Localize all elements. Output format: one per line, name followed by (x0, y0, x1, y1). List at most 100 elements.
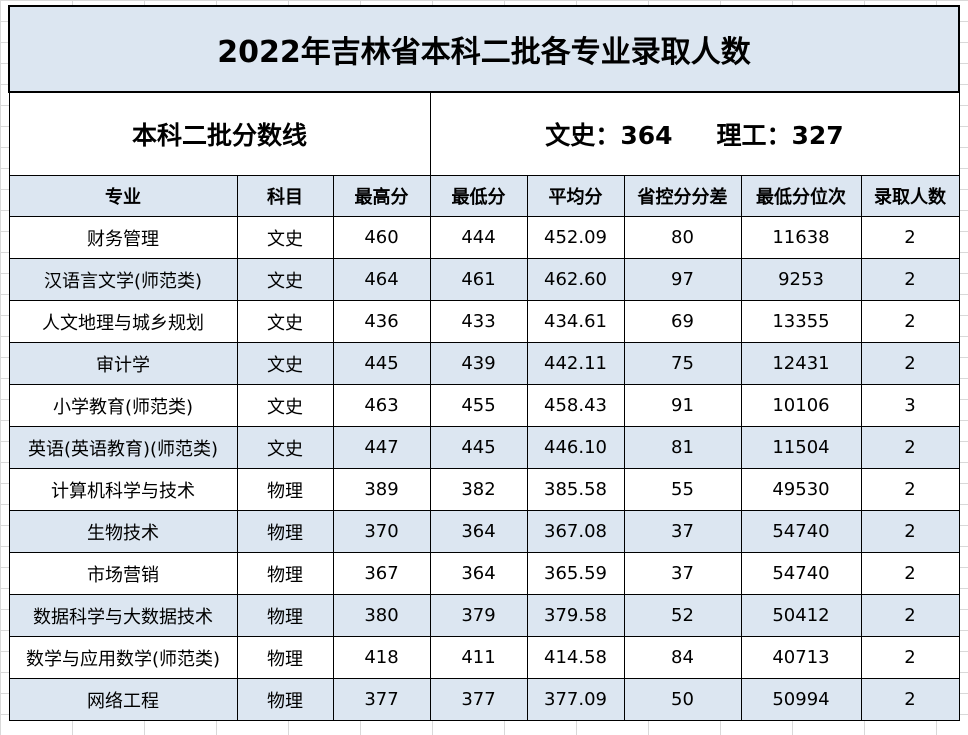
cell-max-score[interactable]: 463 (332, 384, 431, 427)
cell-admit-count[interactable]: 2 (860, 468, 960, 511)
header-cell-diff[interactable]: 省控分分差 (623, 175, 742, 217)
cell-min-rank[interactable]: 49530 (740, 468, 862, 511)
cell-avg-score[interactable]: 458.43 (526, 384, 625, 427)
cell-avg-score[interactable]: 446.10 (526, 426, 625, 469)
cell-major[interactable]: 计算机科学与技术 (8, 468, 238, 511)
cell-min-score[interactable]: 364 (429, 552, 528, 595)
cell-major[interactable]: 市场营销 (8, 552, 238, 595)
cell-max-score[interactable]: 447 (332, 426, 431, 469)
cell-subject[interactable]: 文史 (236, 384, 334, 427)
cell-subject[interactable]: 文史 (236, 258, 334, 301)
cell-subject[interactable]: 文史 (236, 300, 334, 343)
cell-subject[interactable]: 文史 (236, 342, 334, 385)
cell-score-diff[interactable]: 80 (623, 216, 742, 259)
cell-min-rank[interactable]: 13355 (740, 300, 862, 343)
cell-admit-count[interactable]: 2 (860, 426, 960, 469)
cell-score-diff[interactable]: 50 (623, 678, 742, 721)
cell-min-score[interactable]: 445 (429, 426, 528, 469)
cell-score-diff[interactable]: 55 (623, 468, 742, 511)
cell-subject[interactable]: 文史 (236, 426, 334, 469)
cell-admit-count[interactable]: 2 (860, 216, 960, 259)
cell-min-score[interactable]: 433 (429, 300, 528, 343)
cell-avg-score[interactable]: 434.61 (526, 300, 625, 343)
cell-subject[interactable]: 物理 (236, 510, 334, 553)
cell-major[interactable]: 生物技术 (8, 510, 238, 553)
cell-admit-count[interactable]: 2 (860, 258, 960, 301)
cell-admit-count[interactable]: 2 (860, 552, 960, 595)
cell-min-score[interactable]: 444 (429, 216, 528, 259)
cell-admit-count[interactable]: 2 (860, 510, 960, 553)
header-cell-count[interactable]: 录取人数 (860, 175, 960, 217)
cell-min-rank[interactable]: 9253 (740, 258, 862, 301)
cell-max-score[interactable]: 367 (332, 552, 431, 595)
cell-score-diff[interactable]: 97 (623, 258, 742, 301)
cell-max-score[interactable]: 418 (332, 636, 431, 679)
cell-admit-count[interactable]: 2 (860, 300, 960, 343)
cell-avg-score[interactable]: 365.59 (526, 552, 625, 595)
cell-min-score[interactable]: 461 (429, 258, 528, 301)
header-cell-min[interactable]: 最低分 (429, 175, 528, 217)
cell-max-score[interactable]: 370 (332, 510, 431, 553)
cell-score-diff[interactable]: 75 (623, 342, 742, 385)
cell-max-score[interactable]: 389 (332, 468, 431, 511)
cell-min-rank[interactable]: 11638 (740, 216, 862, 259)
cell-min-rank[interactable]: 10106 (740, 384, 862, 427)
cell-avg-score[interactable]: 414.58 (526, 636, 625, 679)
cell-major[interactable]: 数据科学与大数据技术 (8, 594, 238, 637)
cell-min-score[interactable]: 364 (429, 510, 528, 553)
cell-min-rank[interactable]: 54740 (740, 552, 862, 595)
table-title[interactable]: 2022年吉林省本科二批各专业录取人数 (8, 5, 960, 93)
cell-major[interactable]: 人文地理与城乡规划 (8, 300, 238, 343)
cell-admit-count[interactable]: 2 (860, 678, 960, 721)
cell-admit-count[interactable]: 3 (860, 384, 960, 427)
cell-max-score[interactable]: 436 (332, 300, 431, 343)
cell-avg-score[interactable]: 367.08 (526, 510, 625, 553)
cell-max-score[interactable]: 377 (332, 678, 431, 721)
cell-score-diff[interactable]: 37 (623, 552, 742, 595)
cell-major[interactable]: 英语(英语教育)(师范类) (8, 426, 238, 469)
cell-min-rank[interactable]: 40713 (740, 636, 862, 679)
cell-major[interactable]: 财务管理 (8, 216, 238, 259)
cell-avg-score[interactable]: 377.09 (526, 678, 625, 721)
cell-min-rank[interactable]: 50412 (740, 594, 862, 637)
cell-subject[interactable]: 物理 (236, 468, 334, 511)
header-cell-avg[interactable]: 平均分 (526, 175, 625, 217)
cell-major[interactable]: 小学教育(师范类) (8, 384, 238, 427)
cell-min-rank[interactable]: 54740 (740, 510, 862, 553)
cell-min-score[interactable]: 455 (429, 384, 528, 427)
cutoff-values[interactable]: 文史：364 理工：327 (429, 91, 960, 176)
cell-score-diff[interactable]: 84 (623, 636, 742, 679)
cell-min-rank[interactable]: 12431 (740, 342, 862, 385)
cell-max-score[interactable]: 464 (332, 258, 431, 301)
cell-min-score[interactable]: 379 (429, 594, 528, 637)
cell-admit-count[interactable]: 2 (860, 342, 960, 385)
cell-subject[interactable]: 物理 (236, 678, 334, 721)
cell-avg-score[interactable]: 462.60 (526, 258, 625, 301)
cell-major[interactable]: 数学与应用数学(师范类) (8, 636, 238, 679)
cell-major[interactable]: 审计学 (8, 342, 238, 385)
cell-subject[interactable]: 文史 (236, 216, 334, 259)
cell-subject[interactable]: 物理 (236, 594, 334, 637)
header-cell-rank[interactable]: 最低分位次 (740, 175, 862, 217)
cell-avg-score[interactable]: 379.58 (526, 594, 625, 637)
header-cell-subject[interactable]: 科目 (236, 175, 334, 217)
cell-subject[interactable]: 物理 (236, 636, 334, 679)
cell-avg-score[interactable]: 385.58 (526, 468, 625, 511)
cutoff-label[interactable]: 本科二批分数线 (8, 91, 431, 176)
cell-admit-count[interactable]: 2 (860, 636, 960, 679)
cell-score-diff[interactable]: 52 (623, 594, 742, 637)
cell-avg-score[interactable]: 452.09 (526, 216, 625, 259)
cell-max-score[interactable]: 380 (332, 594, 431, 637)
cell-admit-count[interactable]: 2 (860, 594, 960, 637)
cell-min-score[interactable]: 411 (429, 636, 528, 679)
cell-score-diff[interactable]: 69 (623, 300, 742, 343)
cell-major[interactable]: 汉语言文学(师范类) (8, 258, 238, 301)
cell-min-rank[interactable]: 11504 (740, 426, 862, 469)
cell-subject[interactable]: 物理 (236, 552, 334, 595)
cell-min-score[interactable]: 439 (429, 342, 528, 385)
cell-score-diff[interactable]: 91 (623, 384, 742, 427)
cell-major[interactable]: 网络工程 (8, 678, 238, 721)
header-cell-major[interactable]: 专业 (8, 175, 238, 217)
cell-min-rank[interactable]: 50994 (740, 678, 862, 721)
cell-score-diff[interactable]: 81 (623, 426, 742, 469)
